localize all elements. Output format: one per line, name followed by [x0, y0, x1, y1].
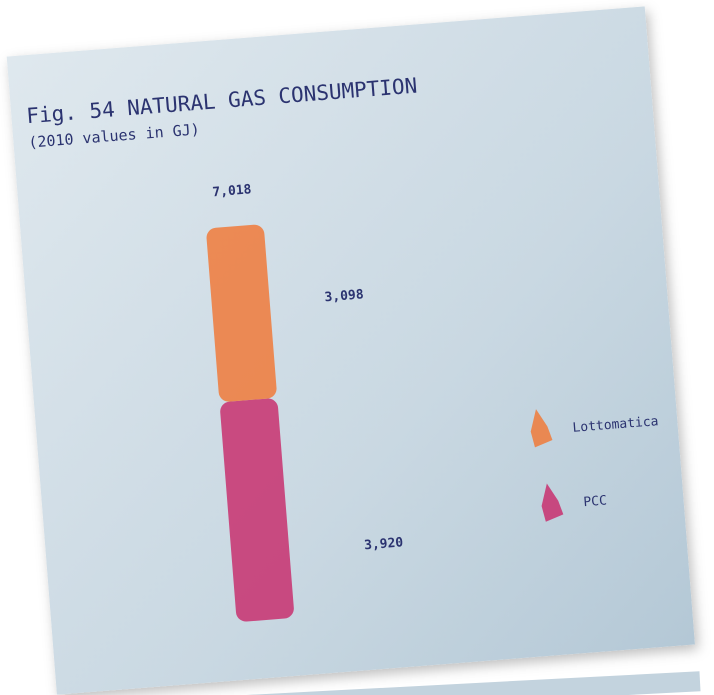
total-label: 7,018 [212, 182, 252, 200]
legend-swatch [541, 483, 564, 522]
legend-label: PCC [583, 493, 608, 510]
paper [6, 6, 695, 695]
value-label: 3,920 [364, 535, 404, 553]
paper-below [60, 671, 701, 695]
bar-segment [206, 224, 277, 402]
legend-label: Lottomatica [572, 414, 659, 436]
value-label: 3,098 [324, 287, 364, 305]
bar-segment [220, 398, 294, 622]
legend-swatch [530, 409, 553, 448]
sheet: Fig. 54 NATURAL GAS CONSUMPTION (2010 va… [6, 6, 695, 695]
